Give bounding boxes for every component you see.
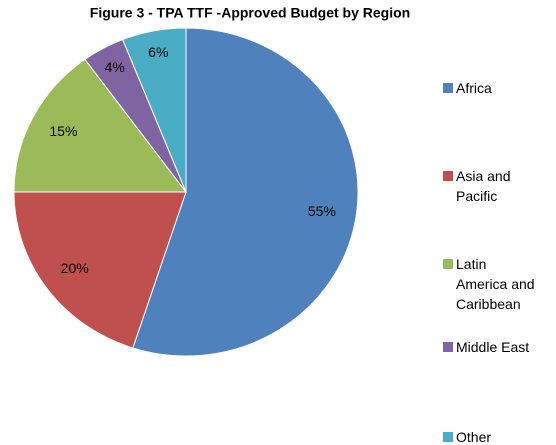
legend-swatch (443, 432, 453, 442)
pie-slice (13, 191, 187, 349)
data-label: 6% (148, 44, 168, 60)
legend-label: Other (456, 429, 492, 445)
data-label: 4% (105, 59, 125, 75)
data-label: 20% (61, 260, 89, 276)
pie-slice (132, 27, 359, 357)
legend-swatch (443, 171, 453, 181)
legend-swatch (443, 342, 453, 352)
pie-slice (122, 27, 187, 193)
legend-label: Middle East (456, 339, 530, 355)
data-label: 15% (49, 123, 77, 139)
legend-label: Asia and Pacific (456, 168, 511, 204)
chart-title: Figure 3 - TPA TTF -Approved Budget by R… (90, 5, 410, 21)
legend-swatch (443, 259, 453, 269)
pie-slice (13, 58, 188, 193)
data-label: 55% (308, 203, 336, 219)
legend-label: Africa (456, 80, 492, 96)
legend-swatch (443, 83, 453, 93)
legend-label: Latin America and Caribbean (456, 256, 535, 312)
